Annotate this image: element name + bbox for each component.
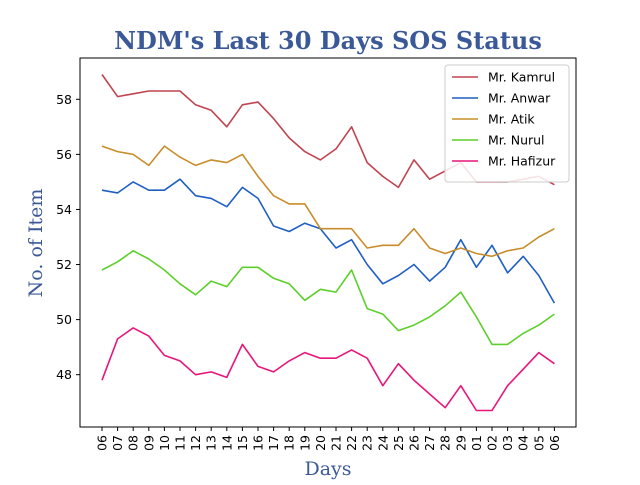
legend-label: Mr. Nurul: [488, 133, 545, 148]
x-tick-label: 14: [219, 435, 234, 451]
series-line-mr-anwar: [101, 178, 556, 304]
x-tick-label: 06: [547, 435, 562, 451]
x-tick-label: 06: [95, 435, 110, 451]
x-tick-label: 25: [391, 435, 406, 451]
x-tick-label: 23: [360, 435, 375, 451]
x-tick-label: 09: [141, 435, 156, 451]
x-tick-label: 19: [297, 435, 312, 451]
legend-label: Mr. Anwar: [488, 91, 551, 106]
y-tick-label: 52: [56, 257, 72, 272]
x-tick-label: 07: [110, 435, 125, 451]
chart-title: NDM's Last 30 Days SOS Status: [114, 26, 542, 55]
x-tick-label: 03: [500, 435, 515, 451]
x-tick-label: 21: [329, 435, 344, 451]
x-axis-label: Days: [304, 458, 351, 480]
x-tick-label: 28: [438, 435, 453, 451]
x-tick-label: 11: [173, 435, 188, 451]
x-tick-label: 17: [266, 435, 281, 451]
x-tick-label: 04: [516, 435, 531, 451]
x-tick-label: 12: [188, 435, 203, 451]
series-line-mr-nurul: [101, 250, 555, 346]
x-tick-label: 26: [407, 435, 422, 451]
x-tick-label: 22: [344, 435, 359, 451]
x-tick-label: 29: [453, 435, 468, 451]
x-tick-label: 18: [282, 435, 297, 451]
y-tick-label: 50: [56, 312, 72, 327]
y-tick-label: 54: [56, 202, 72, 217]
y-tick-label: 48: [56, 367, 72, 382]
x-tick-label: 05: [531, 435, 546, 451]
y-axis-label: No. of Item: [25, 189, 47, 298]
series-line-mr-hafizur: [101, 327, 555, 412]
legend-label: Mr. Kamrul: [488, 70, 555, 85]
plot-frame: [79, 57, 577, 428]
x-tick-label: 13: [204, 435, 219, 451]
series-line-mr-atik: [101, 145, 555, 258]
legend-label: Mr. Atik: [488, 112, 535, 127]
x-tick-label: 01: [469, 435, 484, 451]
x-tick-label: 02: [485, 435, 500, 451]
legend-label: Mr. Hafizur: [488, 154, 556, 169]
x-tick-label: 08: [126, 435, 141, 451]
x-tick-label: 15: [235, 435, 250, 451]
legend-box: [444, 64, 570, 183]
y-tick-label: 58: [56, 92, 72, 107]
x-tick-label: 27: [422, 435, 437, 451]
x-tick-label: 20: [313, 435, 328, 451]
x-tick-label: 24: [375, 435, 390, 451]
x-tick-label: 16: [251, 435, 266, 451]
y-tick-label: 56: [56, 147, 72, 162]
x-tick-label: 10: [157, 435, 172, 451]
